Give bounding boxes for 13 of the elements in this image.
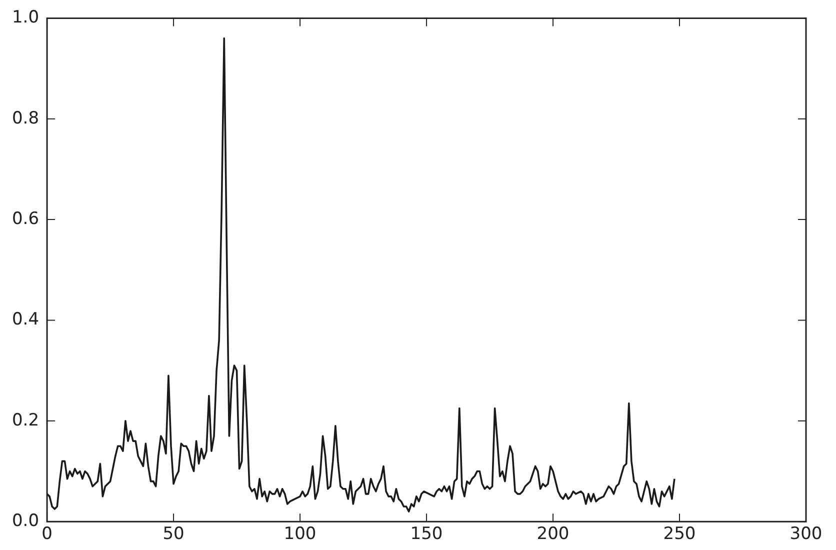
y-tick-label: 0.0 xyxy=(12,511,40,532)
y-tick-label: 0.6 xyxy=(12,208,40,229)
x-tick-label: 200 xyxy=(536,524,570,544)
x-tick-label: 0 xyxy=(42,524,52,544)
x-tick-label: 150 xyxy=(410,524,443,544)
x-tick-label: 50 xyxy=(162,524,184,544)
x-tick-label: 100 xyxy=(284,524,316,544)
y-tick-label: 0.2 xyxy=(12,410,40,430)
x-tick-label: 250 xyxy=(663,524,696,544)
x-tick-label: 300 xyxy=(790,524,822,544)
y-tick-label: 0.8 xyxy=(12,108,40,128)
y-tick-label: 1.0 xyxy=(12,8,40,28)
y-tick-label: 0.4 xyxy=(12,310,40,330)
